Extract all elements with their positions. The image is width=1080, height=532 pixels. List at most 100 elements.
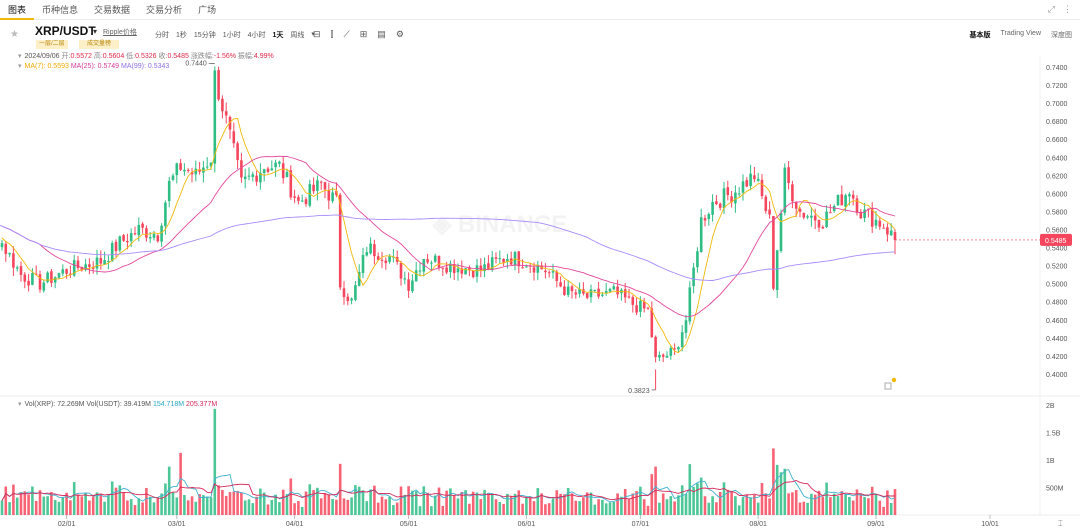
interval-week[interactable]: 周线 bbox=[290, 32, 305, 39]
volume-bar bbox=[331, 498, 334, 515]
candle-body bbox=[711, 201, 714, 215]
candle-body bbox=[323, 182, 327, 190]
volume-bar bbox=[832, 493, 836, 515]
volume-bar bbox=[479, 499, 483, 515]
interval-more-icon[interactable]: ▾ bbox=[311, 31, 315, 38]
volume-bar bbox=[711, 496, 714, 515]
time-tick-label: 08/01 bbox=[749, 521, 767, 528]
candle-body bbox=[699, 217, 703, 252]
volume-bar bbox=[848, 496, 851, 515]
volume-bar bbox=[247, 499, 251, 515]
interval-4h[interactable]: 4小时 bbox=[247, 32, 266, 39]
volume-bar bbox=[794, 490, 798, 515]
candle-body bbox=[388, 255, 391, 262]
pair-name-link[interactable]: Ripple价格 bbox=[103, 29, 137, 36]
volume-bar bbox=[160, 493, 163, 515]
candle-body bbox=[817, 219, 821, 228]
favorite-star-icon[interactable]: ★ bbox=[10, 29, 19, 40]
candle-body bbox=[506, 258, 509, 262]
ma99-line bbox=[0, 214, 896, 281]
volume-bar bbox=[821, 496, 825, 515]
volume-bar bbox=[555, 490, 559, 515]
candle-body bbox=[80, 267, 84, 271]
candle-body bbox=[312, 184, 315, 192]
candle-body bbox=[464, 268, 467, 275]
volume-bar bbox=[779, 472, 783, 515]
category-tag[interactable]: 一层/二层 bbox=[36, 40, 68, 49]
candle-body bbox=[251, 174, 255, 177]
candle-body bbox=[654, 336, 657, 358]
candle-body bbox=[582, 289, 585, 294]
volume-bar bbox=[308, 484, 312, 515]
tab-chart[interactable]: 图表 bbox=[0, 0, 35, 20]
settings-gear-icon[interactable]: ⚙ bbox=[395, 29, 404, 39]
ohlc-change: -1.56% bbox=[213, 53, 236, 60]
volume-bar bbox=[426, 492, 429, 515]
volume-bar bbox=[707, 502, 711, 515]
volume-bar bbox=[582, 497, 585, 515]
candle-type-icon[interactable]: ⫿ bbox=[330, 29, 334, 39]
candle-body bbox=[578, 289, 581, 294]
candle-body bbox=[468, 267, 471, 270]
candle-body bbox=[635, 305, 638, 313]
view-tradingview[interactable]: Trading View bbox=[1000, 30, 1041, 37]
volume-bar bbox=[673, 501, 676, 515]
candle-body bbox=[175, 163, 179, 176]
volume-bar bbox=[228, 492, 232, 515]
volume-bar bbox=[855, 489, 859, 515]
indicator-icon[interactable]: ⊟ bbox=[313, 29, 321, 39]
drawing-icon[interactable]: ⟋ bbox=[343, 29, 350, 39]
volume-bar bbox=[327, 494, 331, 515]
interval-timeline[interactable]: 分时 bbox=[155, 32, 169, 39]
volume-bar bbox=[118, 485, 122, 515]
candle-body bbox=[566, 286, 570, 296]
expand-icon[interactable]: ⤢ bbox=[1047, 4, 1055, 14]
collapse-vol-icon[interactable]: ▾ bbox=[18, 401, 22, 408]
volume-bar bbox=[585, 492, 589, 515]
candle-body bbox=[262, 169, 266, 174]
price-tick-label: 0.7200 bbox=[1046, 83, 1068, 90]
volume-bar bbox=[787, 493, 790, 515]
candle-body bbox=[88, 264, 91, 267]
tab-trade-analysis[interactable]: 交易分析 bbox=[146, 4, 183, 15]
price-tick-label: 0.5600 bbox=[1046, 228, 1068, 235]
tab-square[interactable]: 广场 bbox=[198, 4, 217, 15]
view-basic[interactable]: 基本版 bbox=[969, 32, 991, 39]
volume-bar bbox=[171, 492, 175, 515]
candle-body bbox=[209, 162, 213, 167]
view-depth[interactable]: 深度图 bbox=[1051, 32, 1072, 39]
pair-symbol[interactable]: XRP/USDT bbox=[35, 24, 96, 38]
volume-bar bbox=[110, 481, 114, 515]
candle-body bbox=[802, 213, 806, 218]
volume-bar bbox=[141, 502, 144, 515]
candle-body bbox=[445, 267, 448, 273]
tab-coin-info[interactable]: 币种信息 bbox=[42, 4, 79, 15]
interval-1s[interactable]: 1秒 bbox=[176, 32, 187, 39]
candle-body bbox=[775, 250, 779, 291]
volume-bar bbox=[53, 500, 57, 515]
candle-body bbox=[768, 209, 771, 215]
more-icon[interactable]: ⋮ bbox=[1063, 4, 1072, 14]
volume-rank-tag[interactable]: 成交量榜 bbox=[79, 40, 120, 49]
interval-1d[interactable]: 1天 bbox=[272, 32, 284, 39]
ma25-line bbox=[1, 155, 896, 318]
candle-body bbox=[517, 251, 521, 267]
volume-bar bbox=[262, 492, 266, 515]
interval-15m[interactable]: 15分钟 bbox=[193, 32, 216, 39]
volume-bar bbox=[631, 493, 635, 515]
price-tick-label: 0.4200 bbox=[1046, 354, 1068, 361]
volume-bar bbox=[209, 497, 213, 515]
ma-legend: ▾ MA(7): 0.5593 MA(25): 0.5749 MA(99): 0.… bbox=[18, 62, 169, 70]
volume-bar bbox=[84, 492, 87, 515]
interval-1h[interactable]: 1小时 bbox=[222, 32, 241, 39]
candle-body bbox=[133, 233, 137, 235]
candle-body bbox=[715, 201, 718, 205]
volume-bar bbox=[498, 502, 502, 515]
pair-dropdown-icon[interactable]: ▾ bbox=[93, 27, 98, 36]
template-icon[interactable]: ▤ bbox=[377, 29, 386, 39]
collapse-ma-icon[interactable]: ▾ bbox=[18, 63, 22, 70]
collapse-icon[interactable]: ▾ bbox=[18, 53, 22, 60]
layout-icon[interactable]: ⊞ bbox=[359, 29, 368, 39]
tab-trade-data[interactable]: 交易数据 bbox=[94, 4, 131, 15]
